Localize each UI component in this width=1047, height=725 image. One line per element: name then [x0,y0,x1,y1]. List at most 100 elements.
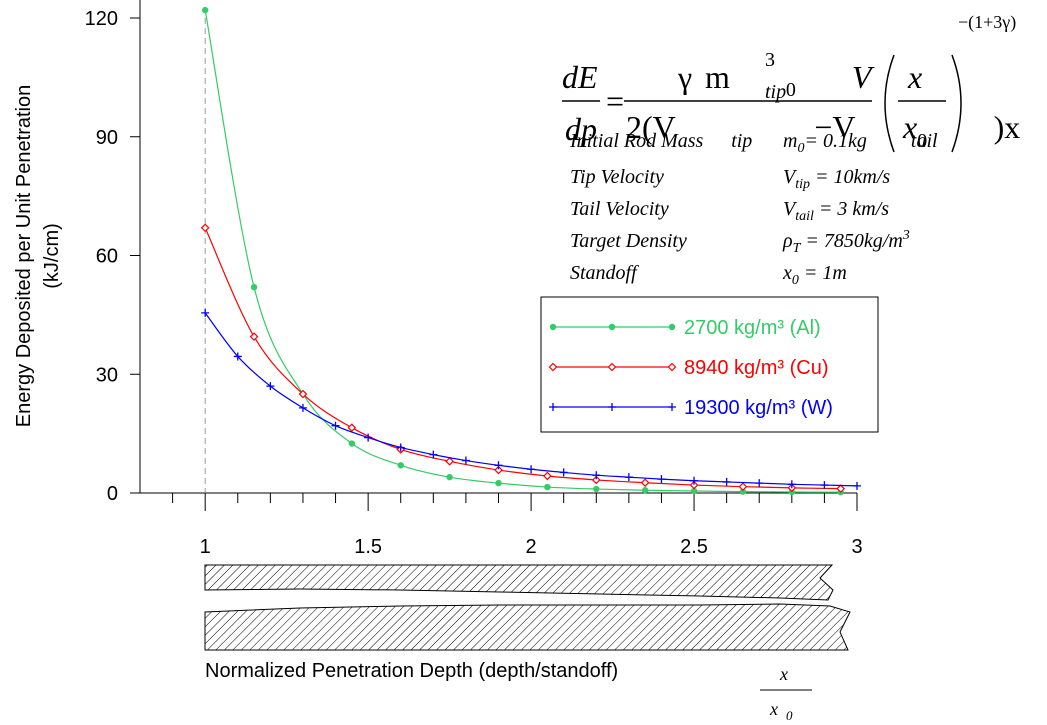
y-tick-label: 90 [96,127,118,149]
parameter-label: Tip Velocity [570,166,664,188]
parameter-sub: 0 [797,141,804,156]
marker [249,332,259,341]
parameter-value: = 1m [799,262,847,284]
formula-text: x [907,59,922,95]
formula-text: m [705,59,730,95]
marker [820,481,829,490]
parameter-symbol: x [782,262,792,284]
formula-text: −V [814,109,855,145]
marker [331,421,340,430]
formula-text: x [902,109,917,145]
marker [722,477,731,486]
parameter-symbol: m [783,130,797,152]
marker [461,456,470,465]
parameters: Initial Rod Mass m0= 0.1kg Tip Velocity Vti… [569,130,910,288]
series-line [204,227,841,490]
parameter-label: Initial Rod Mass [569,130,704,152]
parameter-value: = 3 km/s [814,198,889,220]
parameter-value: ρT = 7850kg/m3 [782,228,910,256]
parameter-label: Tail Velocity [570,198,669,220]
marker [755,479,764,488]
marker [544,483,551,491]
marker [608,323,616,331]
marker [429,450,438,459]
formula-text: 0 [917,130,927,152]
marker [396,443,405,452]
parameter-label: Standoff [570,262,639,284]
x-tick-label: 1 [200,536,211,558]
marker [200,223,210,233]
formula-text: 0 [786,79,796,101]
x-label-fraction: 0 [786,708,793,723]
marker [364,433,373,442]
y-axis-label: (kJ/cm) [41,223,63,289]
marker [527,465,536,474]
x-label-fraction: x [779,664,788,684]
parameter-symbol: V [783,198,798,220]
parameter-sub: tip [795,177,810,192]
marker [347,423,357,433]
marker [853,481,861,490]
parameter-sub: tail [795,209,814,224]
x-tick-label: 2 [526,536,537,558]
marker [787,480,796,489]
parameter-value: x0 = 1m [782,262,847,288]
marker [593,485,600,493]
parameter-sup: 3 [902,228,910,243]
marker [397,462,404,469]
marker [549,323,557,331]
y-tick-label: 120 [85,8,118,30]
marker [201,6,209,14]
formula-text: x0 [902,109,927,152]
formula-text: 2(V tip −V tail )x 0 [0,109,1047,154]
formula-text: dE [562,59,598,95]
parameter-symbol: ρ [782,230,793,252]
parameter-value: Vtail = 3 km/s [783,198,889,224]
parameter-value: = 0.1kg [804,130,866,152]
parameter-label: Target Density [570,230,687,252]
parenthesis [884,54,895,153]
formula-text: γ m 0 V [0,59,911,103]
marker [690,476,699,485]
formula-exponent: −(1+3γ) [958,12,1016,33]
marker [641,487,649,494]
formula-text: dp [565,111,597,147]
marker [591,475,601,485]
marker [250,283,258,291]
legend-box [540,296,879,433]
marker [667,362,677,372]
formula-text: 3 [765,49,775,71]
x-tick-label: 3 [851,536,862,558]
parenthesis [951,54,962,153]
legend: 2700 kg/m³ (Al) 8940 kg/m³ (Cu) 19300 kg/m… [540,296,879,433]
marker [657,475,666,484]
x-tick-label: 2.5 [680,536,708,558]
x-label-fraction: x [769,699,778,719]
parameter-sub: T [793,241,802,256]
parameter-value: = 7850kg/m [800,230,902,252]
marker [445,456,454,466]
marker [201,308,210,317]
marker [668,323,676,331]
y-tick-label: 30 [96,364,118,386]
marker [738,482,748,492]
marker [624,473,633,482]
marker [592,471,601,480]
parameter-value: m0= 0.1kg [783,130,867,156]
marker [266,382,275,391]
marker [348,440,356,447]
parameter-value: = 10km/s [810,166,890,188]
marker [608,403,616,411]
marker [607,362,617,372]
formula-text: V [852,59,875,95]
marker [559,468,568,477]
marker [689,480,699,490]
marker [549,403,557,411]
marker [668,403,676,411]
marker [739,488,747,495]
parameter-value: Vtip = 10km/s [783,166,890,192]
marker [836,484,846,493]
legend-label: 19300 kg/m³ (W) [684,397,833,419]
